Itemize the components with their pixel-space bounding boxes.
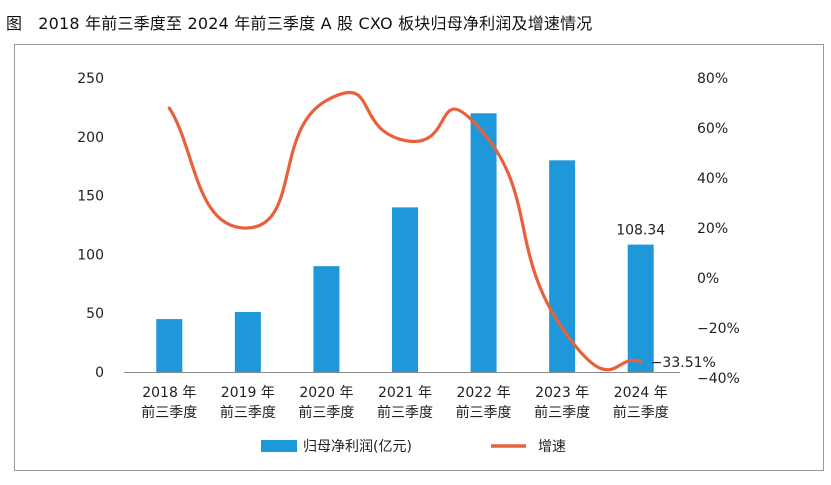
left-tick-label: 150 [77,189,104,205]
left-tick-label: 100 [77,247,104,263]
right-axis-ticks: −40% −20% 0% 20% 40% 60% 80% [697,71,740,387]
bar-series [156,113,654,372]
x-tick-label: 前三季度 [220,404,276,421]
right-tick-label: 60% [697,121,728,137]
right-tick-label: −20% [697,321,740,337]
x-tick-label: 2019 年 [221,385,275,401]
growth-line [167,90,643,372]
x-tick-label: 2021 年 [378,385,432,401]
data-label: 108.34 [616,223,665,239]
right-tick-label: 20% [697,221,728,237]
bar [313,266,340,372]
x-tick-label: 2020 年 [299,385,353,401]
right-tick-label: 80% [697,71,728,87]
left-tick-label: 50 [86,306,104,322]
right-tick-label: 0% [697,271,719,287]
legend-label-growth: 增速 [538,439,566,455]
bar [627,244,654,372]
legend-label-profit: 归母净利润(亿元) [303,438,412,455]
data-labels: 108.34 −33.51% [616,223,716,371]
figure-label: 图 [6,14,23,33]
x-tick-label: 2024 年 [614,385,668,401]
data-label: −33.51% [651,355,716,371]
chart-frame [14,44,824,471]
legend-bar-swatch [261,440,297,452]
right-tick-label: −40% [697,371,740,387]
x-tick-label: 前三季度 [613,404,669,421]
left-tick-label: 200 [77,130,104,146]
figure-title-text: 2018 年前三季度至 2024 年前三季度 A 股 CXO 板块归母净利润及增… [38,14,593,33]
left-tick-label: 250 [77,71,104,87]
bar [234,312,261,372]
x-tick-label: 前三季度 [377,404,433,421]
x-tick-label: 前三季度 [456,404,512,421]
x-tick-label: 前三季度 [534,404,590,421]
figure-title: 图 2018 年前三季度至 2024 年前三季度 A 股 CXO 板块归母净利润及… [6,10,593,34]
x-tick-label: 前三季度 [298,404,354,421]
legend: 归母净利润(亿元) 增速 [261,438,566,455]
bar [470,113,497,372]
x-tick-label: 前三季度 [141,404,197,421]
left-axis-ticks: 0 50 100 150 200 250 [77,71,104,381]
left-tick-label: 0 [95,365,104,381]
x-tick-label: 2022 年 [457,385,511,401]
right-tick-label: 40% [697,171,728,187]
x-tick-label: 2018 年 [142,385,196,401]
x-tick-label: 2023 年 [535,385,589,401]
bar [549,160,576,372]
bar [392,207,418,372]
bar [156,319,183,372]
